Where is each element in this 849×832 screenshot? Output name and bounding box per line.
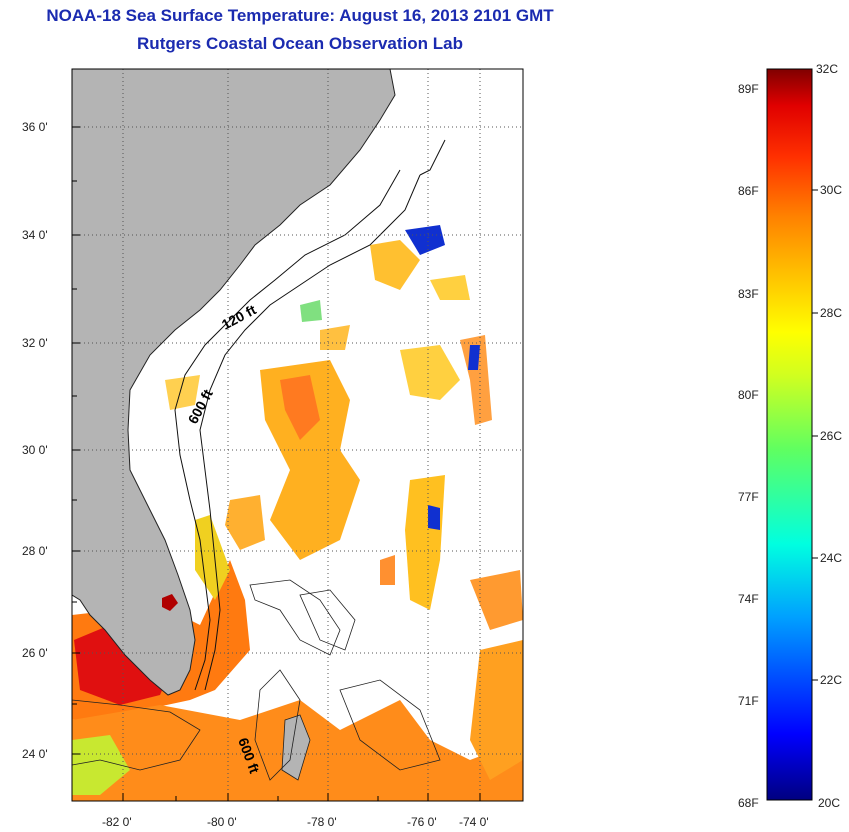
colorbar-c-label: 28C [820,306,843,320]
contour-120ft [174,169,401,691]
lon-label: -82 0' [102,815,132,829]
colorbar-f-label: 71F [738,694,759,708]
lat-label: 28 0' [22,544,48,558]
colorbar-ticks [812,189,818,681]
lon-label: -80 0' [207,815,237,829]
lat-label: 34 0' [22,228,48,242]
lake-okeechobee [162,594,178,611]
colorbar-c-label: 20C [818,796,841,810]
frame-ticks [72,126,481,801]
map-subtitle: Rutgers Coastal Ocean Observation Lab [137,34,463,53]
colorbar-c-label: 22C [820,673,843,687]
colorbar-f-label: 74F [738,592,759,606]
lat-label: 24 0' [22,747,48,761]
lon-label: -76 0' [407,815,437,829]
colorbar-f-label: 68F [738,796,759,810]
map-title: NOAA-18 Sea Surface Temperature: August … [46,6,554,25]
colorbar-c-label: 24C [820,551,843,565]
lat-label: 30 0' [22,443,48,457]
lat-label: 26 0' [22,646,48,660]
colorbar-f-label: 77F [738,490,759,504]
contour-600ft [199,174,421,691]
colorbar-c-label: 26C [820,429,843,443]
colorbar-f-label: 86F [738,184,759,198]
lat-label: 36 0' [22,120,48,134]
colorbar-f-label: 83F [738,287,759,301]
colorbar [766,68,813,801]
lat-label: 32 0' [22,336,48,350]
colorbar-f-label: 89F [738,82,759,96]
lon-label: -74 0' [459,815,489,829]
sst-patches [72,225,523,801]
colorbar-f-label: 80F [738,388,759,402]
lon-label: -78 0' [307,815,337,829]
colorbar-c-label: 32C [816,62,839,76]
colorbar-c-label: 30C [820,183,843,197]
